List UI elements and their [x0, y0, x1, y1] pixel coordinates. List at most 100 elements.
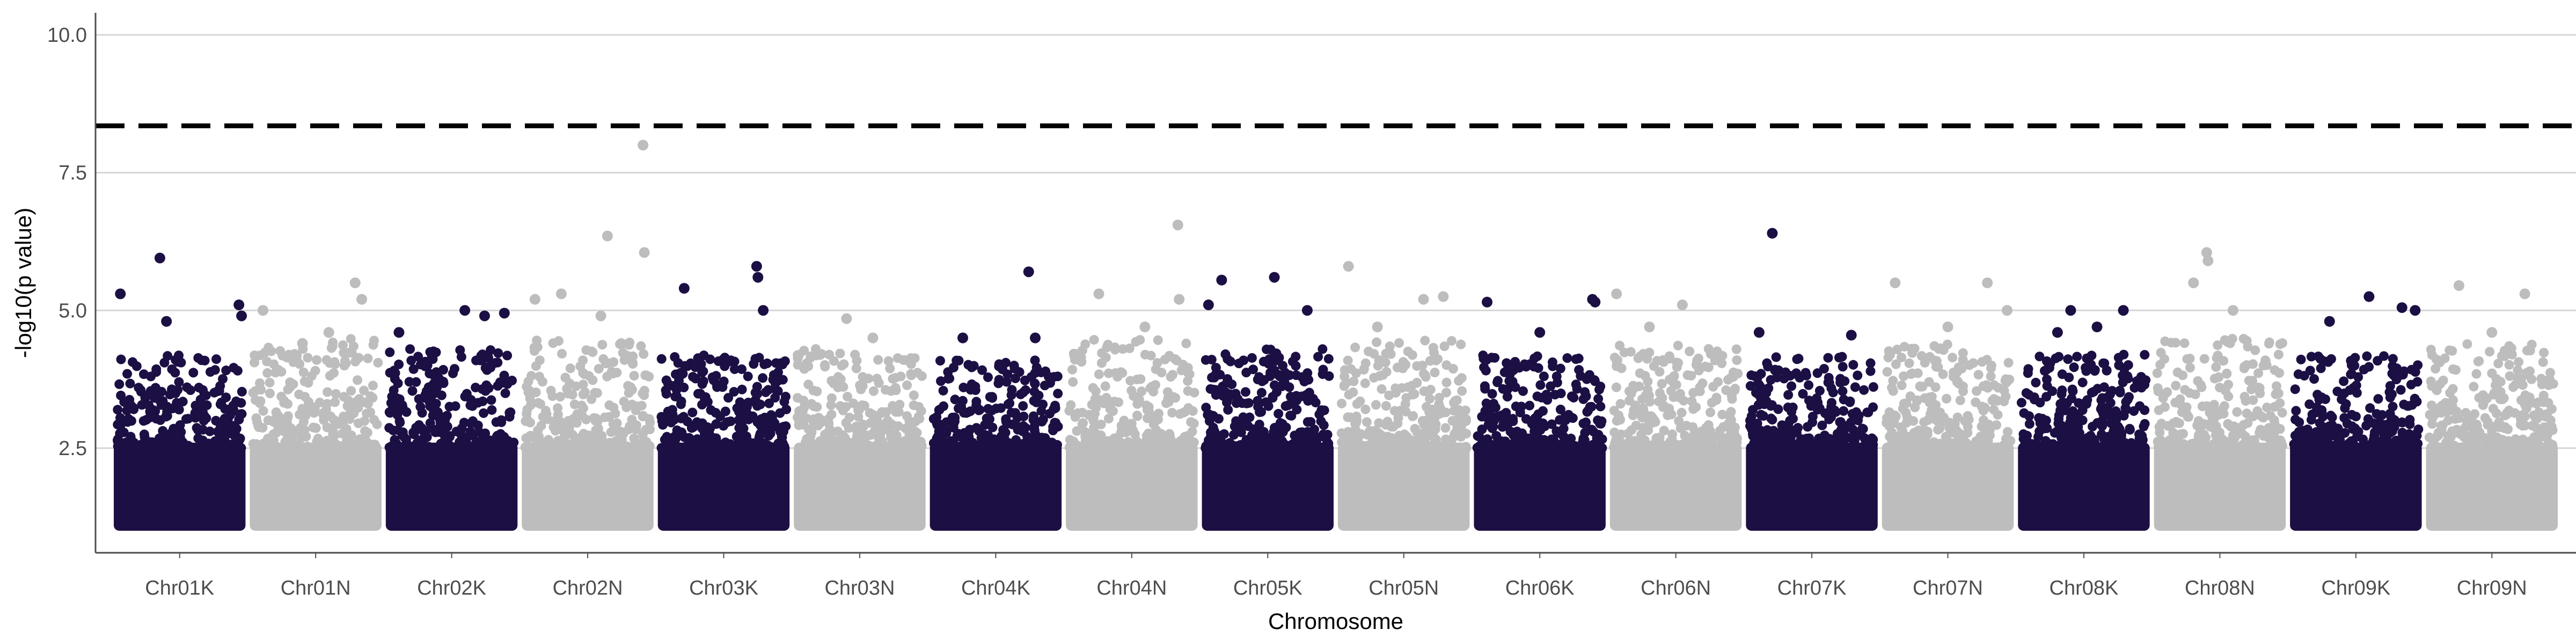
snp-point-outlier: [1611, 288, 1622, 299]
snp-point: [2540, 443, 2550, 453]
snp-point: [411, 377, 421, 387]
snp-point: [2502, 409, 2512, 419]
snp-point-outlier: [1753, 327, 1765, 338]
snp-point: [125, 394, 135, 405]
snp-point: [2250, 345, 2260, 355]
snp-point: [1623, 428, 1633, 438]
snp-point: [1146, 350, 1156, 361]
snp-point-outlier: [356, 294, 368, 305]
snp-point: [2248, 395, 2258, 405]
snp-point: [1375, 433, 1386, 443]
snp-point: [1103, 436, 1113, 446]
snp-point: [2099, 435, 2109, 445]
snp-point: [1812, 393, 1822, 404]
snp-point: [806, 353, 816, 363]
snp-point: [698, 366, 708, 376]
snp-point-outlier: [957, 332, 969, 343]
snp-point: [1441, 434, 1451, 444]
snp-point: [1684, 434, 1694, 444]
snp-point: [2536, 374, 2546, 384]
snp-point: [1850, 382, 1860, 392]
snp-point: [1586, 425, 1597, 435]
snp-point: [1286, 411, 1297, 421]
snp-point: [1257, 443, 1268, 453]
snp-point: [2327, 412, 2337, 422]
snp-point: [1490, 353, 1500, 363]
snp-point: [1842, 422, 1852, 432]
snp-point: [194, 383, 204, 393]
snp-point: [1091, 403, 1101, 413]
snp-point: [638, 389, 648, 399]
snp-point: [258, 406, 268, 416]
snp-point: [116, 354, 126, 364]
snp-point: [131, 361, 142, 371]
snp-point: [1213, 414, 1224, 424]
snp-point: [2081, 443, 2091, 453]
snp-point: [362, 428, 372, 438]
snp-point: [592, 388, 602, 398]
snp-point: [1731, 442, 1741, 452]
snp-point: [2545, 415, 2556, 426]
snp-point: [935, 356, 945, 366]
snp-point: [976, 433, 986, 443]
snp-point: [629, 371, 639, 381]
snp-point: [885, 363, 895, 374]
snp-point: [1532, 351, 1542, 361]
snp-point: [1792, 354, 1802, 364]
snp-point: [1455, 443, 1465, 453]
snp-point: [807, 399, 817, 409]
snp-point: [1412, 361, 1422, 371]
chromosome-points-chr01n: [248, 277, 383, 531]
snp-point: [2182, 408, 2192, 419]
snp-point: [2290, 430, 2300, 441]
snp-point: [1398, 443, 1408, 453]
snp-point: [1349, 376, 1359, 386]
snp-point: [1787, 381, 1797, 391]
snp-point: [1691, 402, 1701, 412]
snp-point: [113, 441, 123, 451]
snp-point: [2170, 398, 2180, 408]
snp-point: [2404, 442, 2414, 452]
snp-point: [1132, 411, 1143, 421]
snp-point: [851, 363, 861, 374]
snp-point: [1201, 443, 1211, 453]
snp-point-outlier: [257, 305, 268, 316]
snp-point: [547, 391, 558, 401]
snp-point: [2378, 439, 2388, 449]
snp-point: [1006, 390, 1016, 400]
snp-point: [2193, 416, 2204, 426]
snp-point: [531, 361, 541, 371]
snp-point: [2209, 400, 2219, 410]
snp-point: [1036, 406, 1046, 416]
snp-point: [711, 408, 721, 418]
snp-point: [2172, 367, 2183, 377]
snp-point: [1992, 442, 2002, 452]
snp-point: [755, 399, 765, 409]
snp-point: [1766, 401, 1776, 411]
snp-point: [1431, 419, 1441, 429]
snp-point: [1503, 418, 1513, 428]
snp-point: [1788, 414, 1798, 424]
snp-point: [1277, 419, 1287, 429]
snp-point: [283, 384, 293, 394]
snp-point: [1768, 426, 1779, 436]
snp-point: [273, 364, 283, 375]
snp-point: [1861, 434, 1871, 444]
snp-point: [414, 394, 424, 404]
snp-point: [1697, 440, 1708, 450]
snp-point: [1185, 440, 1195, 450]
snp-point: [1306, 417, 1316, 427]
snp-point: [2069, 362, 2079, 372]
snp-point: [752, 417, 763, 427]
snp-point: [1102, 342, 1112, 353]
snp-point: [284, 437, 294, 448]
snp-point: [2393, 437, 2403, 448]
snp-point: [1189, 419, 1199, 429]
snp-point: [848, 398, 859, 408]
snp-point: [697, 423, 707, 434]
y-tick-labels: 2.55.07.510.0: [47, 24, 87, 460]
chromosome-points-chr07k: [1745, 228, 1878, 531]
snp-point: [1441, 387, 1452, 398]
snp-point-outlier: [2118, 305, 2129, 316]
snp-point: [812, 386, 822, 397]
